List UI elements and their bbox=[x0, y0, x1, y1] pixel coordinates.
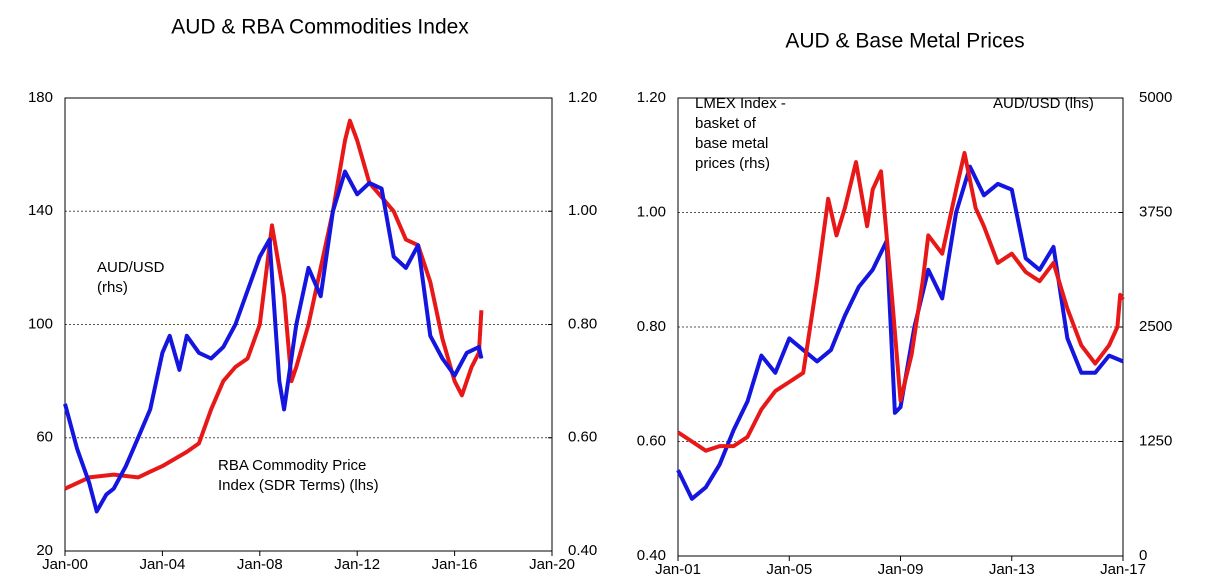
annotation: AUD/USD bbox=[97, 259, 165, 276]
y2-tick-label: 5000 bbox=[1139, 89, 1172, 106]
annotation: (rhs) bbox=[97, 279, 128, 296]
x-tick-label: Jan-20 bbox=[529, 556, 575, 573]
annotation: Index (SDR Terms) (lhs) bbox=[218, 477, 379, 494]
y2-tick-label: 0.60 bbox=[568, 429, 597, 446]
plot-frame bbox=[64, 97, 553, 552]
x-tick-label: Jan-05 bbox=[766, 561, 812, 578]
y-tick-label: 60 bbox=[36, 429, 53, 446]
annotation: prices (rhs) bbox=[695, 155, 770, 172]
y-tick-label: 0.80 bbox=[637, 318, 666, 335]
y-tick-label: 100 bbox=[28, 315, 53, 332]
plot-frame bbox=[677, 97, 1124, 557]
x-tick-label: Jan-16 bbox=[432, 556, 478, 573]
series-line bbox=[676, 164, 1124, 501]
y2-tick-label: 0.40 bbox=[568, 542, 597, 559]
series-line bbox=[676, 151, 1125, 453]
y2-tick-label: 3750 bbox=[1139, 203, 1172, 220]
annotation: base metal bbox=[695, 135, 768, 152]
x-tick-label: Jan-09 bbox=[878, 561, 924, 578]
chart-title: AUD & Base Metal Prices bbox=[785, 30, 1024, 53]
y2-tick-label: 1250 bbox=[1139, 432, 1172, 449]
x-tick-label: Jan-01 bbox=[655, 561, 701, 578]
annotation: basket of bbox=[695, 115, 757, 132]
y2-tick-label: 0.80 bbox=[568, 315, 597, 332]
series-line bbox=[64, 118, 484, 491]
y-tick-label: 0.60 bbox=[637, 432, 666, 449]
annotation: AUD/USD (lhs) bbox=[993, 95, 1094, 112]
annotation: RBA Commodity Price bbox=[218, 457, 366, 474]
y-tick-label: 180 bbox=[28, 89, 53, 106]
y2-tick-label: 0 bbox=[1139, 547, 1147, 564]
x-tick-label: Jan-13 bbox=[989, 561, 1035, 578]
x-tick-label: Jan-00 bbox=[42, 556, 88, 573]
x-tick-label: Jan-17 bbox=[1100, 561, 1146, 578]
series-line bbox=[63, 169, 484, 514]
x-tick-label: Jan-12 bbox=[334, 556, 380, 573]
chart-title: AUD & RBA Commodities Index bbox=[171, 16, 469, 39]
y2-tick-label: 1.20 bbox=[568, 89, 597, 106]
y-tick-label: 0.40 bbox=[637, 547, 666, 564]
x-tick-label: Jan-08 bbox=[237, 556, 283, 573]
y-tick-label: 20 bbox=[36, 542, 53, 559]
y-tick-label: 140 bbox=[28, 202, 53, 219]
y2-tick-label: 1.00 bbox=[568, 202, 597, 219]
y2-tick-label: 2500 bbox=[1139, 318, 1172, 335]
x-tick-label: Jan-04 bbox=[139, 556, 185, 573]
y-tick-label: 1.00 bbox=[637, 203, 666, 220]
y-tick-label: 1.20 bbox=[637, 89, 666, 106]
annotation: LMEX Index - bbox=[695, 95, 786, 112]
